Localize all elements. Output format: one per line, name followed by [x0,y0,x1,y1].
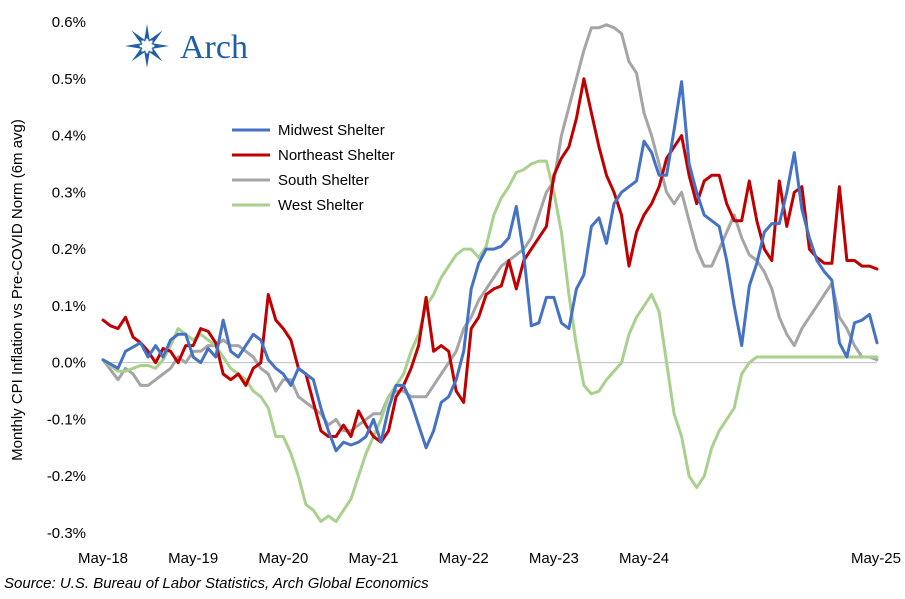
y-tick-label: 0.0% [52,355,86,372]
legend-label: West Shelter [278,197,364,214]
y-axis-label: Monthly CPI Inflation vs Pre-COVID Norm … [9,119,26,461]
x-tick-label: May-19 [168,550,218,567]
y-tick-label: 0.4% [52,128,86,145]
y-tick-label: -0.1% [47,411,86,428]
y-tick-label: 0.5% [52,71,86,88]
x-tick-label: May-22 [439,550,489,567]
series-lines [101,23,879,524]
logo-text: Arch [180,29,248,66]
legend: Midwest Shelter Northeast Shelter South Sh… [232,122,395,214]
y-tick-label: 0.2% [52,241,86,258]
source-note: Source: U.S. Bureau of Labor Statistics,… [4,575,429,592]
series-line-south-shelter [101,23,879,433]
y-tick-label: 0.3% [52,184,86,201]
tick-labels: 0.6% 0.5% 0.4% 0.3% 0.2% 0.1% 0.0% -0.1% -0.2% -0… [47,14,901,567]
x-tick-label: May-24 [619,550,669,567]
legend-label: Northeast Shelter [278,147,395,164]
series-line-northeast-shelter [101,77,879,444]
x-tick-label: May-23 [529,550,579,567]
legend-label: Midwest Shelter [278,122,385,139]
y-tick-label: 0.6% [52,14,86,31]
x-tick-label: May-21 [349,550,399,567]
arch-star-icon [125,24,169,68]
arch-logo: Arch [125,24,248,68]
x-tick-label: May-25 [851,550,901,567]
series-line-midwest-shelter [101,80,879,453]
y-tick-label: -0.2% [47,468,86,485]
x-tick-label: May-20 [258,550,308,567]
y-tick-label: 0.1% [52,298,86,315]
legend-label: South Shelter [278,172,369,189]
x-tick-label: May-18 [78,550,128,567]
y-tick-label: -0.3% [47,525,86,542]
